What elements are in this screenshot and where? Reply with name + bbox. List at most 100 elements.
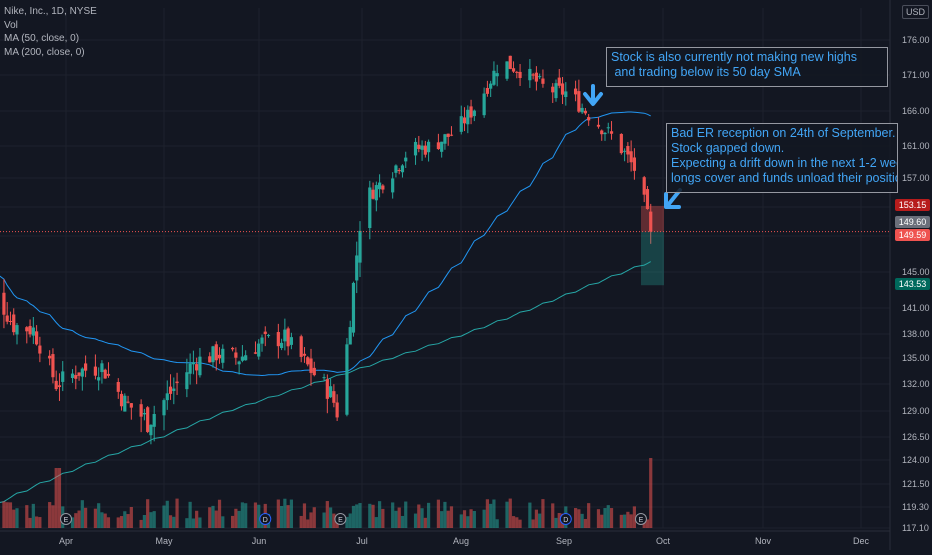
volume-bar xyxy=(600,514,604,528)
volume-bar xyxy=(57,468,62,528)
event-marker[interactable] xyxy=(60,513,72,525)
volume-bar xyxy=(505,501,509,528)
volume-bar xyxy=(142,514,146,528)
candle-body xyxy=(423,145,427,155)
candle-body xyxy=(103,369,107,379)
volume-bar xyxy=(116,517,120,528)
annotation-note-highs[interactable]: Stock is also currently not making new h… xyxy=(606,47,888,87)
volume-bar xyxy=(283,498,287,528)
event-marker[interactable] xyxy=(559,513,572,525)
volume-bar xyxy=(348,513,352,528)
volume-bar xyxy=(165,500,169,528)
volume-bar xyxy=(404,501,408,528)
candle-body xyxy=(505,61,509,79)
candle-body xyxy=(106,373,111,376)
volume-bar xyxy=(276,499,280,528)
candle-body xyxy=(283,329,287,342)
candle-body xyxy=(162,400,166,416)
legend-volume[interactable]: Vol xyxy=(4,19,18,31)
volume-bar xyxy=(462,510,467,528)
x-tick-label: Apr xyxy=(59,536,73,546)
candle-body xyxy=(472,110,476,117)
candle-body xyxy=(449,134,454,136)
candle-body xyxy=(286,328,290,347)
candle-body xyxy=(351,282,356,333)
y-tick-label: 166.00 xyxy=(902,106,930,116)
x-tick-label: Aug xyxy=(453,536,469,546)
candle-body xyxy=(165,393,169,401)
volume-bar xyxy=(378,501,382,528)
candle-body xyxy=(394,165,398,173)
candle-body xyxy=(603,132,607,135)
candle-body xyxy=(332,391,336,403)
candle-body xyxy=(61,371,65,382)
volume-bar xyxy=(234,508,238,528)
y-tick-label: 129.00 xyxy=(902,406,930,416)
volume-bar xyxy=(217,499,222,528)
y-tick-label: 138.00 xyxy=(902,329,930,339)
x-tick-label: Nov xyxy=(755,536,772,546)
volume-bar xyxy=(368,503,372,528)
volume-bar xyxy=(325,501,329,528)
position-risk-zone[interactable] xyxy=(641,205,664,232)
volume-bar xyxy=(146,499,150,528)
volume-bar xyxy=(511,516,516,528)
position-reward-zone[interactable] xyxy=(641,231,664,286)
event-marker[interactable] xyxy=(259,513,272,525)
candle-body xyxy=(8,320,13,322)
candle-body xyxy=(74,375,78,379)
event-marker[interactable] xyxy=(334,513,347,525)
legend-symbol[interactable]: Nike, Inc., 1D, NYSE xyxy=(4,6,97,17)
candle-body xyxy=(335,402,339,418)
volume-bar xyxy=(5,502,9,528)
annotation-note-earnings[interactable]: Bad ER reception on 24th of September. S… xyxy=(666,123,898,193)
volume-bar xyxy=(440,511,444,528)
candle-body xyxy=(185,372,189,390)
price-tag-entry-a: 149.60 xyxy=(895,216,930,228)
event-marker-label: E xyxy=(338,517,343,524)
arrow-down-icon xyxy=(583,84,603,106)
volume-bar xyxy=(603,508,607,528)
event-marker[interactable] xyxy=(634,513,647,525)
candle-body xyxy=(263,331,267,335)
volume-bar xyxy=(97,503,101,528)
candle-body xyxy=(119,393,124,407)
volume-bar xyxy=(48,502,52,528)
volume-bar xyxy=(126,514,130,528)
legend-ma50[interactable]: MA (50, close, 0) xyxy=(4,33,80,44)
candle-body xyxy=(97,377,101,381)
volume-bar xyxy=(538,513,542,528)
currency-badge[interactable]: USD xyxy=(902,5,930,19)
volume-bar xyxy=(649,458,653,528)
volume-bar xyxy=(645,519,650,528)
candle-body xyxy=(600,130,604,135)
candle-body xyxy=(564,91,568,98)
y-tick-label: 119.30 xyxy=(902,502,929,512)
candle-body xyxy=(436,142,440,150)
candle-body xyxy=(126,401,130,403)
volume-bar xyxy=(168,515,173,528)
candle-body xyxy=(253,352,258,354)
candle-body xyxy=(139,404,143,417)
volume-bar xyxy=(51,505,55,528)
candle-body xyxy=(508,55,512,69)
volume-bar xyxy=(54,468,58,528)
volume-bar xyxy=(175,498,179,528)
volume-bar xyxy=(31,503,35,528)
volume-bar xyxy=(149,512,153,528)
legend-ma200[interactable]: MA (200, close, 0) xyxy=(4,46,85,58)
candle-body xyxy=(358,230,362,263)
x-tick-label: Jul xyxy=(356,536,368,546)
volume-bar xyxy=(123,511,127,528)
volume-bar xyxy=(531,519,535,528)
candle-body xyxy=(515,71,519,73)
volume-bar xyxy=(299,515,303,528)
candle-body xyxy=(168,386,173,394)
candle-body xyxy=(606,127,610,129)
volume-bar xyxy=(358,503,362,528)
volume-bar xyxy=(329,507,333,528)
candle-body xyxy=(77,372,81,376)
volume-bar xyxy=(312,507,316,528)
